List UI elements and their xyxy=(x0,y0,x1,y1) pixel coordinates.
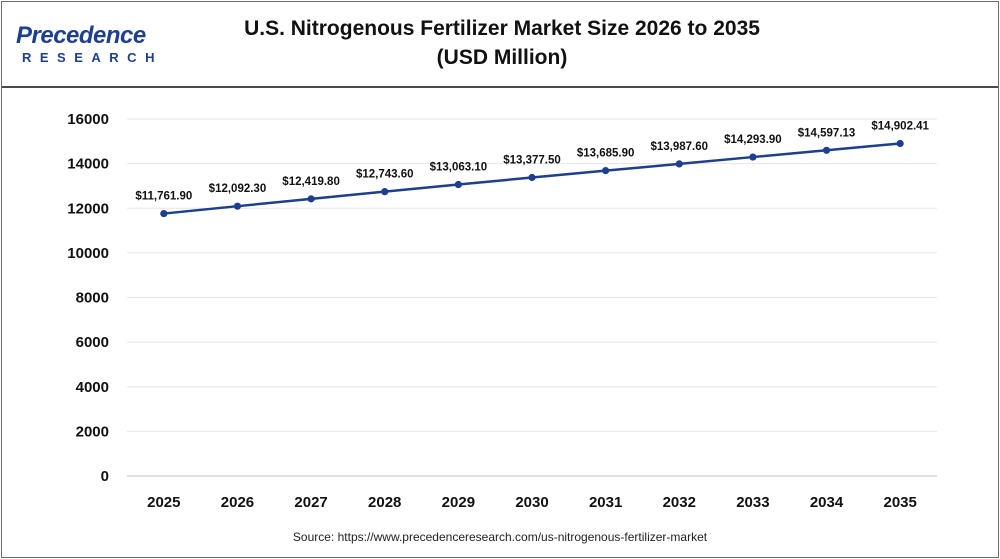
data-point xyxy=(675,160,683,168)
data-points xyxy=(160,139,904,218)
x-tick-label: 2033 xyxy=(736,494,769,511)
data-label: $13,377.50 xyxy=(503,155,561,167)
x-tick-label: 2034 xyxy=(810,494,844,511)
data-label: $14,597.13 xyxy=(798,127,856,139)
chart-title-line-1: U.S. Nitrogenous Fertilizer Market Size … xyxy=(244,17,760,40)
data-label: $11,761.90 xyxy=(135,191,192,203)
y-tick-label: 6000 xyxy=(76,334,109,351)
x-tick-label: 2026 xyxy=(221,494,254,511)
data-label: $13,685.90 xyxy=(577,148,635,160)
axes: 0 2000 4000 6000 8000 10000 12000 14000 16000 202… xyxy=(67,111,937,511)
data-point xyxy=(749,153,757,161)
y-tick-label: 10000 xyxy=(67,245,109,262)
x-tick-label: 2032 xyxy=(663,494,696,511)
company-logo: Precedence RESEARCH xyxy=(16,22,176,70)
y-tick-label: 8000 xyxy=(76,290,109,307)
gridlines xyxy=(127,118,937,432)
x-tick-label: 2025 xyxy=(147,494,180,511)
data-point xyxy=(602,167,610,175)
data-point xyxy=(822,146,831,154)
data-label: $12,743.60 xyxy=(356,169,414,181)
y-tick-label: 4000 xyxy=(76,379,109,396)
chart-title-line-2: (USD Million) xyxy=(436,46,568,69)
x-tick-label: 2035 xyxy=(883,494,916,511)
y-tick-label: 16000 xyxy=(67,111,109,128)
x-tick-label: 2029 xyxy=(442,494,475,511)
y-tick-label: 2000 xyxy=(76,423,109,440)
logo-wordmark: Precedence xyxy=(16,22,146,49)
logo-subtitle: RESEARCH xyxy=(22,50,163,65)
data-label: $13,063.10 xyxy=(430,162,488,174)
data-labels: $11,761.90 $12,092.30 $12,419.80 $12,743.60… xyxy=(135,120,929,202)
data-label: $12,419.80 xyxy=(282,176,340,188)
data-point xyxy=(454,180,462,189)
data-label: $13,987.60 xyxy=(650,141,708,153)
data-label: $12,092.30 xyxy=(209,183,267,195)
x-tick-label: 2027 xyxy=(294,494,327,511)
x-tick-label: 2030 xyxy=(515,494,548,511)
data-point xyxy=(528,173,536,182)
data-point xyxy=(381,188,389,196)
data-label: $14,902.41 xyxy=(871,120,929,132)
y-tick-label: 12000 xyxy=(67,200,109,217)
data-point xyxy=(307,195,315,203)
data-label: $14,293.90 xyxy=(724,134,782,146)
y-tick-label: 14000 xyxy=(67,156,109,173)
data-point xyxy=(160,209,168,218)
x-tick-label: 2028 xyxy=(368,494,401,511)
x-tick-label: 2031 xyxy=(589,494,622,511)
data-point xyxy=(896,139,904,148)
data-point xyxy=(233,202,242,210)
source-note: Source: https://www.precedenceresearch.c… xyxy=(292,530,708,544)
y-tick-label: 0 xyxy=(101,468,109,485)
chart-title: U.S. Nitrogenous Fertilizer Market Size … xyxy=(232,14,772,72)
chart-header: Precedence RESEARCH U.S. Nitrogenous Fer… xyxy=(2,2,998,88)
